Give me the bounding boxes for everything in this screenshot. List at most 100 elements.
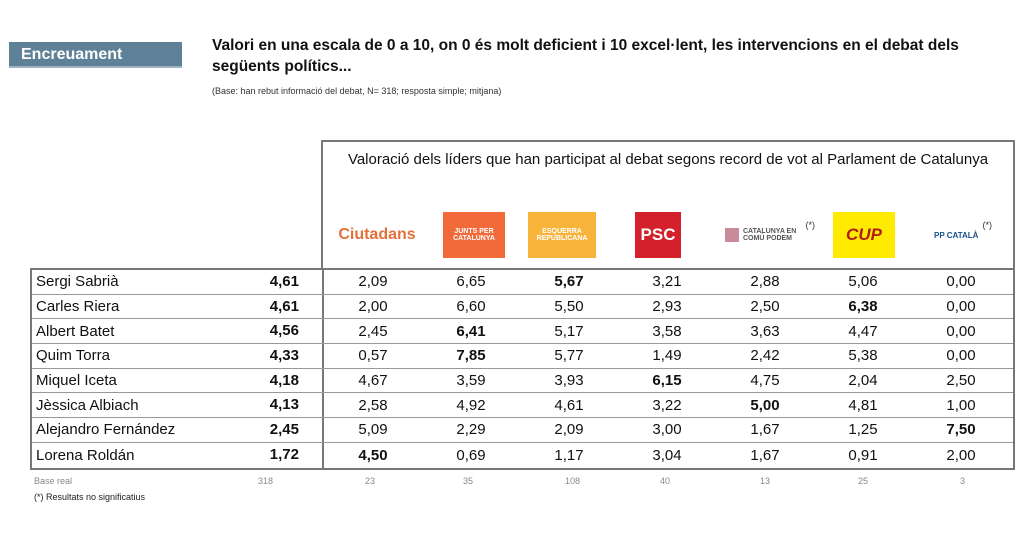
average-score: 4,33	[231, 344, 324, 368]
table-row: Sergi Sabrià 4,61 2,09 6,65 5,67 3,21 2,88 5,06…	[32, 270, 1013, 295]
score-cell: 2,00	[358, 298, 388, 316]
score-cell: 5,00	[750, 396, 780, 414]
results-table: Sergi Sabrià 4,61 2,09 6,65 5,67 3,21 2,88 5,06…	[30, 268, 1015, 470]
table-row: Quim Torra 4,33 0,57 7,85 5,77 1,49 2,42 5,38 0,…	[32, 344, 1013, 369]
score-cell: 6,60	[456, 298, 486, 316]
table-row: Carles Riera 4,61 2,00 6,60 5,50 2,93 2,50 6,38…	[32, 294, 1013, 320]
politician-name: Albert Batet	[36, 322, 115, 340]
base-real-value: 40	[660, 476, 671, 486]
table-header: Valoració dels líders que han participat…	[321, 140, 1015, 268]
score-cell: 1,67	[750, 421, 780, 439]
average-score: 1,72	[231, 442, 324, 468]
not-significant-mark: (*)	[982, 220, 992, 230]
base-real-value: 3	[960, 476, 966, 486]
score-cell: 3,63	[750, 322, 780, 340]
party-logo: JUNTS PER CATALUNYA	[443, 212, 505, 258]
section-tag: Encreuament	[9, 42, 182, 68]
average-score: 4,61	[231, 294, 324, 319]
party-logo: ESQUERRA REPUBLICANA	[528, 212, 596, 258]
base-real-value: 23	[365, 476, 376, 486]
score-cell: 3,93	[554, 372, 584, 390]
score-cell: 0,00	[946, 347, 976, 365]
score-cell: 5,17	[554, 322, 584, 340]
base-note: (Base: han rebut informació del debat, N…	[212, 86, 502, 96]
score-cell: 2,29	[456, 421, 486, 439]
header-title: Valoració dels líders que han participat…	[347, 151, 989, 168]
party-logos: Ciutadans JUNTS PER CATALUNYA ESQUERRA REP…	[323, 212, 1013, 262]
score-cell: 5,50	[554, 298, 584, 316]
party-name: PSC	[640, 225, 676, 244]
score-cell: 2,09	[554, 421, 584, 439]
score-cell: 2,45	[358, 322, 388, 340]
table-row: Alejandro Fernández 2,45 5,09 2,29 2,09 3,00 1…	[32, 418, 1013, 443]
base-real-value: 25	[858, 476, 869, 486]
score-cell: 0,00	[946, 273, 976, 291]
base-real-value: 108	[565, 476, 581, 486]
score-cell: 2,42	[750, 347, 780, 365]
score-cell: 2,04	[848, 372, 878, 390]
score-cell: 0,91	[848, 446, 878, 464]
party-logo: CUP	[833, 212, 895, 258]
score-cell: 1,25	[848, 421, 878, 439]
party-name: JUNTS PER CATALUNYA	[453, 228, 495, 242]
politician-name: Jèssica Albiach	[36, 396, 139, 414]
score-cell: 1,67	[750, 446, 780, 464]
base-real-value: 13	[760, 476, 771, 486]
score-cell: 7,85	[456, 347, 486, 365]
party-name: PP CATALÀ	[934, 230, 979, 240]
score-cell: 3,00	[652, 421, 682, 439]
footnote: (*) Resultats no significatius	[34, 492, 146, 502]
base-real-value: 318	[258, 476, 274, 486]
politician-name: Lorena Roldán	[36, 446, 135, 464]
score-cell: 1,00	[946, 396, 976, 414]
score-cell: 2,50	[750, 298, 780, 316]
score-cell: 3,22	[652, 396, 682, 414]
party-logo: PSC	[635, 212, 681, 258]
base-real-label: Base real	[34, 476, 73, 486]
base-real-value: 35	[463, 476, 474, 486]
politician-name: Miquel Iceta	[36, 372, 117, 390]
score-cell: 4,75	[750, 372, 780, 390]
score-cell: 2,93	[652, 298, 682, 316]
score-cell: 0,00	[946, 322, 976, 340]
score-cell: 5,06	[848, 273, 878, 291]
score-cell: 0,00	[946, 298, 976, 316]
party-name: CATALUNYA EN COMÚ PODEM	[725, 228, 802, 242]
average-score: 2,45	[231, 418, 324, 442]
score-cell: 5,38	[848, 347, 878, 365]
average-score: 4,61	[231, 270, 324, 294]
score-cell: 7,50	[946, 421, 976, 439]
politician-name: Sergi Sabrià	[36, 273, 119, 291]
party-name: Ciutadans	[338, 226, 416, 243]
table-row: Lorena Roldán 1,72 4,50 0,69 1,17 3,04 1,67 0,9…	[32, 442, 1013, 468]
score-cell: 6,15	[652, 372, 682, 390]
table-row: Jèssica Albiach 4,13 2,58 4,92 4,61 3,22 5,00 4…	[32, 393, 1013, 419]
score-cell: 1,49	[652, 347, 682, 365]
score-cell: 2,58	[358, 396, 388, 414]
score-cell: 3,21	[652, 273, 682, 291]
score-cell: 6,41	[456, 322, 486, 340]
score-cell: 4,67	[358, 372, 388, 390]
party-logo: CATALUNYA EN COMÚ PODEM (*)	[725, 212, 815, 258]
question-title: Valori en una escala de 0 a 10, on 0 és …	[212, 37, 959, 75]
score-cell: 2,00	[946, 446, 976, 464]
score-cell: 5,67	[554, 273, 584, 291]
not-significant-mark: (*)	[805, 220, 816, 230]
table-row: Miquel Iceta 4,18 4,67 3,59 3,93 6,15 4,75 2,04…	[32, 368, 1013, 394]
party-name: CUP	[846, 225, 882, 244]
average-score: 4,18	[231, 368, 324, 393]
party-logo: Ciutadans	[331, 212, 423, 258]
politician-name: Alejandro Fernández	[36, 421, 176, 439]
score-cell: 0,69	[456, 446, 486, 464]
score-cell: 4,61	[554, 396, 584, 414]
party-name: ESQUERRA REPUBLICANA	[536, 228, 588, 242]
average-score: 4,13	[231, 393, 324, 418]
score-cell: 4,50	[358, 446, 388, 464]
score-cell: 3,58	[652, 322, 682, 340]
score-cell: 2,09	[358, 273, 388, 291]
score-cell: 4,81	[848, 396, 878, 414]
score-cell: 6,65	[456, 273, 486, 291]
politician-name: Quim Torra	[36, 347, 110, 365]
party-logo: PP CATALÀ (*)	[933, 212, 993, 258]
score-cell: 6,38	[848, 298, 878, 316]
